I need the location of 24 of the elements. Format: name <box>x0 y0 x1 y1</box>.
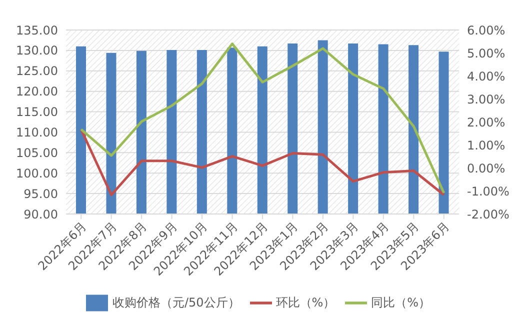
y-tick-label: 100.00 <box>16 166 58 180</box>
y2-tick-label: 1.00% <box>467 138 506 152</box>
y2-tick-label: -2.00% <box>467 207 510 222</box>
y2-tick-label: 3.00% <box>467 92 506 106</box>
y-tick-label: 105.00 <box>16 146 58 160</box>
y-tick-label: 95.00 <box>24 186 58 201</box>
y2-tick-label: 6.00% <box>467 23 506 38</box>
y-tick-label: 135.00 <box>16 23 58 38</box>
legend-label: 同比（%） <box>371 295 431 310</box>
y2-tick-label: 4.00% <box>467 69 506 84</box>
y-tick-label: 115.00 <box>16 105 58 120</box>
y-tick-label: 110.00 <box>16 125 58 140</box>
line-series <box>80 128 446 196</box>
y-tick-label: 120.00 <box>16 84 58 99</box>
line-series <box>80 42 446 194</box>
y-tick-label: 90.00 <box>24 207 58 222</box>
y2-tick-label: 2.00% <box>467 115 506 130</box>
y2-tick-label: -1.00% <box>467 184 510 198</box>
legend-label: 环比（%） <box>276 295 336 310</box>
legend-label: 收购价格（元/50公斤） <box>112 295 240 310</box>
y2-tick-label: 0.00% <box>467 161 506 176</box>
y-tick-label: 125.00 <box>16 64 58 78</box>
y-tick-label: 130.00 <box>16 44 58 58</box>
y2-tick-label: 5.00% <box>467 46 506 60</box>
